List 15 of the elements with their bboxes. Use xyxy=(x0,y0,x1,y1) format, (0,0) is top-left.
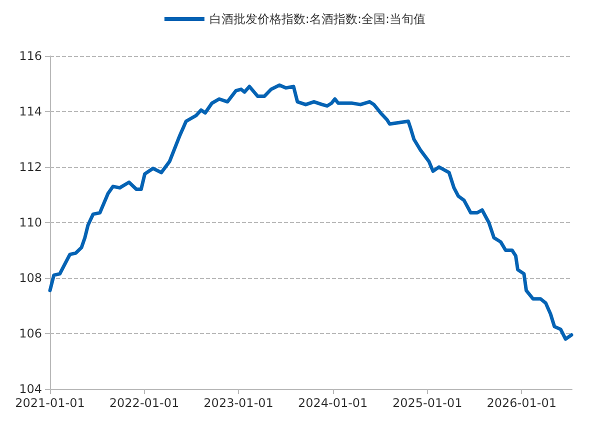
x-tick-label: 2026-01-01 xyxy=(486,396,557,410)
x-tick-label: 2022-01-01 xyxy=(109,396,180,410)
y-tick-label: 106 xyxy=(19,326,42,340)
y-tick-label: 116 xyxy=(19,49,42,63)
legend-label: 白酒批发价格指数:名酒指数:全国:当旬值 xyxy=(209,12,426,26)
x-tick-label: 2024-01-01 xyxy=(298,396,368,410)
y-tick-label: 114 xyxy=(19,104,42,118)
x-tick-label: 2025-01-01 xyxy=(392,396,462,410)
x-tick-label: 2021-01-01 xyxy=(15,396,85,410)
y-tick-label: 112 xyxy=(19,160,42,174)
y-tick-label: 104 xyxy=(19,382,42,396)
y-tick-label: 110 xyxy=(19,216,42,230)
y-tick-label: 108 xyxy=(19,271,42,285)
line-series xyxy=(48,83,574,341)
x-tick-label: 2023-01-01 xyxy=(204,396,274,410)
